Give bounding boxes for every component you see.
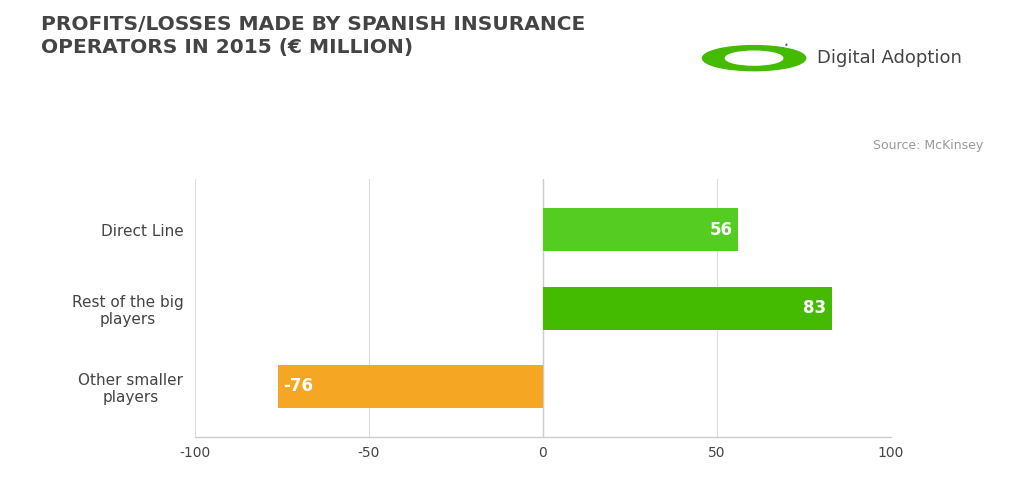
Circle shape xyxy=(702,46,806,71)
Bar xyxy=(279,365,543,408)
Text: -76: -76 xyxy=(284,377,313,396)
Bar xyxy=(543,208,737,251)
Text: Digital Adoption: Digital Adoption xyxy=(817,49,962,67)
Text: PROFITS/LOSSES MADE BY SPANISH INSURANCE
OPERATORS IN 2015 (€ MILLION): PROFITS/LOSSES MADE BY SPANISH INSURANCE… xyxy=(41,15,585,58)
Text: Source: McKinsey: Source: McKinsey xyxy=(872,139,983,152)
Bar xyxy=(543,287,831,330)
Text: 83: 83 xyxy=(804,299,826,317)
Circle shape xyxy=(725,51,782,65)
Text: 56: 56 xyxy=(710,221,732,239)
